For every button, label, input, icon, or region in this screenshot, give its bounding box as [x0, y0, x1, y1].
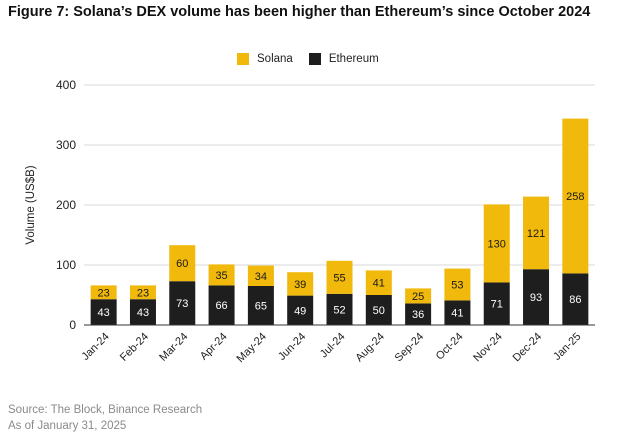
data-label-ethereum: 52 [333, 304, 345, 316]
bar-solana [169, 245, 196, 282]
bar-solana [129, 285, 156, 300]
bar-solana [326, 260, 353, 294]
x-tick-label: Sep-24 [393, 331, 427, 365]
x-tick-label: May-24 [235, 331, 269, 365]
x-tick-label: Jan-25 [551, 331, 583, 363]
bar-solana [523, 196, 550, 270]
bar-solana [287, 272, 314, 296]
x-tick-label: Jun-24 [276, 331, 308, 363]
data-label-ethereum: 65 [255, 301, 267, 313]
bar-solana [365, 270, 392, 295]
data-label-solana: 130 [488, 238, 506, 250]
data-label-ethereum: 49 [294, 305, 306, 317]
x-tick-label: Apr-24 [198, 331, 230, 363]
data-label-ethereum: 36 [412, 309, 424, 321]
x-tick-label: Mar-24 [157, 331, 190, 364]
bar-ethereum [326, 293, 353, 325]
legend-label-solana: Solana [257, 53, 293, 65]
bar-ethereum [365, 295, 392, 325]
data-label-solana: 60 [176, 258, 188, 270]
bar-ethereum [129, 299, 156, 325]
data-label-solana: 41 [373, 278, 385, 290]
x-tick-label: Oct-24 [434, 331, 466, 363]
bar-ethereum [90, 299, 117, 325]
legend-item-solana: Solana [237, 53, 293, 65]
chart-legend: Solana Ethereum [237, 53, 395, 65]
x-tick-label: Feb-24 [118, 331, 151, 364]
source-note: Source: The Block, Binance Research As o… [8, 402, 202, 434]
bar-solana [90, 285, 117, 300]
x-tick-label: Nov-24 [471, 331, 505, 365]
bar-ethereum [287, 295, 314, 325]
y-tick-label: 0 [69, 318, 76, 332]
data-label-solana: 23 [137, 287, 149, 299]
data-label-ethereum: 43 [137, 307, 149, 319]
x-tick-label: Aug-24 [353, 331, 387, 365]
figure-title: Figure 7: Solana’s DEX volume has been h… [8, 4, 591, 20]
x-tick-label: Jan-24 [80, 331, 112, 363]
data-label-ethereum: 73 [176, 298, 188, 310]
y-tick-label: 100 [56, 258, 76, 272]
data-label-ethereum: 66 [215, 300, 227, 312]
data-label-solana: 258 [566, 191, 584, 203]
data-label-solana: 35 [215, 270, 227, 282]
legend-swatch-solana [237, 53, 249, 65]
x-tick-label: Dec-24 [511, 331, 545, 365]
data-label-solana: 25 [412, 291, 424, 303]
bar-ethereum [169, 281, 196, 325]
bar-solana [247, 265, 274, 286]
bar-ethereum [523, 269, 550, 325]
bar-solana [483, 204, 510, 283]
y-axis-title: Volume (US$B) [25, 165, 37, 244]
date-line: As of January 31, 2025 [8, 420, 127, 432]
data-label-solana: 55 [333, 272, 345, 284]
source-line: Source: The Block, Binance Research [8, 404, 203, 416]
data-label-ethereum: 86 [569, 294, 581, 306]
data-label-solana: 121 [527, 228, 545, 240]
bar-solana [562, 118, 589, 274]
bar-ethereum [405, 303, 432, 325]
y-tick-label: 300 [56, 138, 76, 152]
bar-ethereum [444, 300, 471, 325]
data-label-solana: 23 [98, 287, 110, 299]
bar-solana [208, 264, 235, 286]
data-label-solana: 53 [451, 280, 463, 292]
data-label-ethereum: 50 [373, 305, 385, 317]
bar-ethereum [208, 285, 235, 325]
data-label-ethereum: 41 [451, 308, 463, 320]
bar-ethereum [562, 273, 589, 325]
data-label-solana: 39 [294, 279, 306, 291]
bar-solana [405, 288, 432, 304]
y-tick-label: 400 [56, 78, 76, 92]
x-tick-label: Jul-24 [318, 331, 348, 361]
legend-swatch-ethereum [308, 53, 321, 65]
data-label-ethereum: 43 [98, 307, 110, 319]
stacked-bar-chart: 0 100 200 300 400 Volume (US$B) 43 23 Jan-24 43 23… [25, 78, 595, 365]
legend-item-ethereum: Ethereum [308, 53, 379, 65]
data-label-solana: 34 [255, 271, 267, 283]
legend-label-ethereum: Ethereum [328, 53, 379, 65]
bar-solana [444, 268, 471, 301]
data-label-ethereum: 71 [491, 299, 503, 311]
bar-ethereum [483, 282, 510, 325]
y-tick-label: 200 [56, 198, 76, 212]
bar-ethereum [247, 286, 274, 325]
data-label-ethereum: 93 [530, 292, 542, 304]
